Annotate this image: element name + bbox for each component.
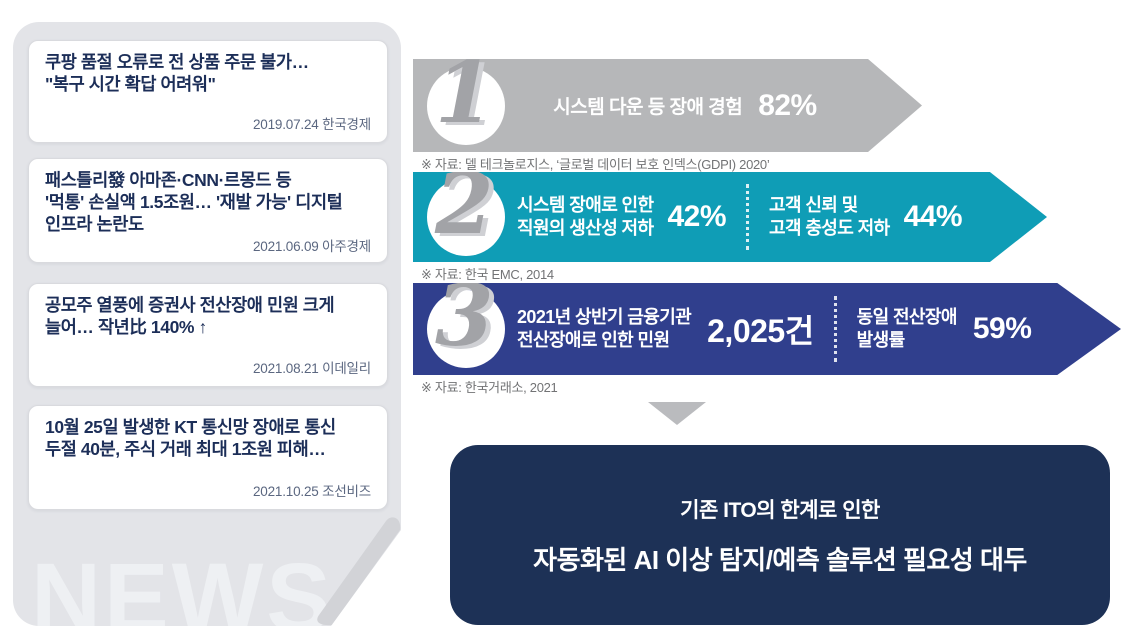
banner2-stat1-value: 42%: [667, 200, 727, 233]
banner-productivity-loss: 2 시스템 장애로 인한 직원의 생산성 저하 42% 고객 신뢰 및 고객 충…: [413, 172, 1047, 262]
news-headline: 공모주 열풍에 증권사 전산장애 민원 크게 늘어… 작년比 140% ↑: [45, 295, 335, 337]
conclusion-line2: 자동화된 AI 이상 탐지/예측 솔루션 필요성 대두: [533, 544, 1027, 575]
news-date-source: 2021.06.09 아주경제: [253, 239, 371, 254]
news-card: 공모주 열풍에 증권사 전산장애 민원 크게 늘어… 작년比 140% ↑ 20…: [28, 283, 388, 387]
conclusion-line1: 기존 ITO의 한계로 인한: [680, 498, 880, 522]
step-2-badge: 2: [427, 172, 505, 256]
news-card: 패스틀리發 아마존·CNN·르몽드 등 '먹통' 손실액 1.5조원… '재발 …: [28, 158, 388, 263]
news-date-source: 2021.08.21 이데일리: [253, 361, 371, 376]
step-1-badge: 1: [427, 59, 505, 145]
conclusion-box: 기존 ITO의 한계로 인한 자동화된 AI 이상 탐지/예측 솔루션 필요성 …: [450, 445, 1110, 625]
banner2-stat1-label: 시스템 장애로 인한 직원의 생산성 저하: [517, 195, 654, 238]
news-date-source: 2019.07.24 한국경제: [253, 117, 371, 132]
banner1-label: 시스템 다운 등 장애 경험: [553, 97, 743, 118]
news-card: 쿠팡 품절 오류로 전 상품 주문 불가… "복구 시간 확답 어려워" 201…: [28, 40, 388, 143]
news-date-source: 2021.10.25 조선비즈: [253, 484, 371, 499]
dotted-divider: [833, 296, 837, 362]
page-curl-icon: [311, 506, 401, 626]
down-arrow-icon: [648, 402, 706, 425]
news-watermark: NEWS: [31, 543, 334, 636]
step-2-number-icon: 2: [435, 154, 494, 253]
news-headline: 패스틀리發 아마존·CNN·르몽드 등 '먹통' 손실액 1.5조원… '재발 …: [45, 170, 343, 234]
banner3-stat1-value: 2,025건: [707, 313, 814, 349]
banner3-stat2-value: 59%: [972, 312, 1032, 345]
source-note-1: ※ 자료: 델 테크놀로지스, ‘글로벌 데이터 보호 인덱스(GDPI) 20…: [421, 157, 770, 172]
step-3-number-icon: 3: [435, 266, 494, 365]
banner3-stat2-label: 동일 전산장애 발생률: [856, 307, 958, 350]
news-headline: 10월 25일 발생한 KT 통신망 장애로 통신 두절 40분, 주식 거래 …: [45, 417, 336, 459]
dotted-divider: [746, 184, 750, 250]
news-panel: NEWS 쿠팡 품절 오류로 전 상품 주문 불가… "복구 시간 확답 어려워…: [13, 22, 401, 626]
banner-financial-complaints: 3 2021년 상반기 금융기관 전산장애로 인한 민원 2,025건 동일 전…: [413, 283, 1121, 375]
news-headline: 쿠팡 품절 오류로 전 상품 주문 불가… "복구 시간 확답 어려워": [45, 52, 309, 94]
banner1-value: 82%: [758, 88, 817, 122]
step-3-badge: 3: [427, 283, 505, 368]
source-note-2: ※ 자료: 한국 EMC, 2014: [421, 267, 554, 282]
banner3-stat1-label: 2021년 상반기 금융기관 전산장애로 인한 민원: [517, 307, 692, 350]
step-1-number-icon: 1: [435, 42, 494, 142]
source-note-3: ※ 자료: 한국거래소, 2021: [421, 380, 558, 395]
banner2-stat2-value: 44%: [903, 200, 963, 233]
news-card: 10월 25일 발생한 KT 통신망 장애로 통신 두절 40분, 주식 거래 …: [28, 405, 388, 510]
banner2-stat2-label: 고객 신뢰 및 고객 충성도 저하: [769, 195, 890, 238]
banner-system-down: 1 시스템 다운 등 장애 경험 82%: [413, 59, 922, 152]
